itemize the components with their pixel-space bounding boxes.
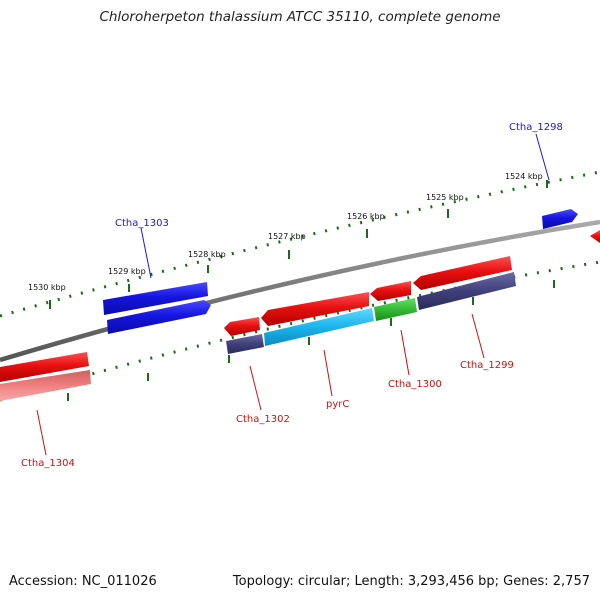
ruler-inner — [0, 260, 600, 402]
cds-features — [0, 272, 516, 401]
label-ctha-1298: Ctha_1298 — [509, 122, 563, 133]
forward-strand-features — [103, 209, 600, 334]
gene-ctha-1300-upper[interactable] — [370, 281, 411, 301]
ruler-tick-labels: 1524 kbp 1525 kbp 1526 kbp 1527 kbp 1528… — [28, 172, 543, 292]
cds-ctha-1304[interactable] — [0, 370, 91, 401]
tick-label-1525: 1525 kbp — [426, 193, 464, 202]
genome-backbone — [0, 219, 600, 363]
gene-ctha-1303-cds[interactable] — [107, 300, 211, 334]
cds-ctha-1300[interactable] — [374, 298, 417, 321]
gene-partial-right[interactable] — [590, 230, 600, 243]
tick-label-1524: 1524 kbp — [505, 172, 543, 181]
accession-text: Accession: NC_011026 — [9, 574, 157, 589]
cds-ctha-1302[interactable] — [226, 334, 264, 354]
tick-label-1527: 1527 kbp — [268, 232, 306, 241]
label-ctha-1299: Ctha_1299 — [460, 360, 514, 371]
page-title: Chloroherpeton thalassium ATCC 35110, co… — [99, 9, 501, 25]
cds-ctha-1299[interactable] — [417, 272, 516, 310]
label-ctha-1300: Ctha_1300 — [388, 379, 442, 390]
gene-ctha-1302[interactable] — [224, 317, 260, 336]
label-ctha-1302: Ctha_1302 — [236, 414, 290, 425]
gene-ctha-1298[interactable] — [542, 209, 578, 229]
reverse-strand-features — [0, 256, 512, 382]
gene-labels: Ctha_1298 Ctha_1303 Ctha_1299 Ctha_1300 … — [21, 122, 563, 469]
tick-label-1528: 1528 kbp — [188, 250, 226, 259]
gene-ctha-1299-upper[interactable] — [413, 256, 512, 290]
tick-label-1530: 1530 kbp — [28, 283, 66, 292]
gene-ctha-1303[interactable] — [103, 282, 208, 315]
cds-pyrc[interactable] — [264, 308, 374, 346]
tick-label-1526: 1526 kbp — [347, 212, 385, 221]
label-ctha-1303: Ctha_1303 — [115, 218, 169, 229]
label-pyrc: pyrC — [326, 399, 349, 410]
gene-callouts — [36, 133, 550, 456]
label-ctha-1304: Ctha_1304 — [21, 458, 75, 469]
ruler-outer — [0, 170, 600, 318]
gene-ctha-1304[interactable] — [0, 352, 89, 382]
genome-summary-text: Topology: circular; Length: 3,293,456 bp… — [232, 574, 590, 589]
gene-pyrc-upper[interactable] — [261, 292, 369, 326]
tick-label-1529: 1529 kbp — [108, 267, 146, 276]
